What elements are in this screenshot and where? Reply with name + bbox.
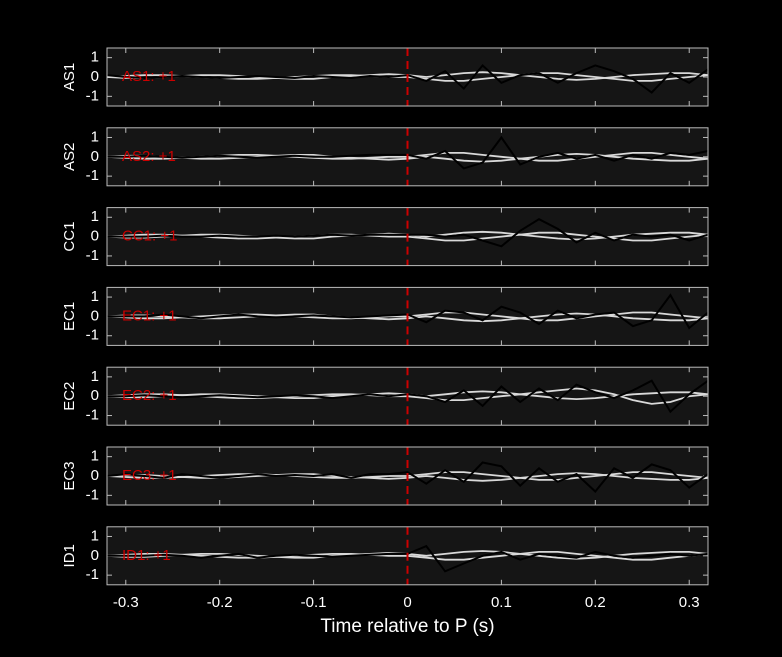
x-tick-label: -0.1 (301, 594, 327, 611)
y-tick-label: 1 (91, 448, 99, 465)
x-axis-label: Time relative to P (s) (320, 616, 494, 637)
y-axis-label: ID1 (61, 544, 78, 567)
x-tick-label: 0 (403, 594, 411, 611)
y-tick-label: 1 (91, 368, 99, 385)
panel-frame (106, 366, 709, 426)
y-tick-label: -1 (86, 407, 99, 424)
panel-frame (106, 127, 709, 187)
y-tick-label: 1 (91, 288, 99, 305)
panel-frame (106, 526, 709, 586)
x-tick-label: 0.3 (679, 594, 700, 611)
y-tick-label: -1 (86, 87, 99, 104)
y-tick-label: -1 (86, 167, 99, 184)
panel-frame (106, 286, 709, 346)
annotation: CC1: +1 (122, 228, 177, 245)
y-axis-label: EC3 (61, 461, 78, 490)
panel-frame (106, 207, 709, 267)
y-axis-label: EC2 (61, 382, 78, 411)
y-axis-label: EC1 (61, 302, 78, 331)
y-tick-label: 1 (91, 527, 99, 544)
annotation: AS1: +1 (122, 68, 176, 85)
y-axis-label: AS1 (61, 63, 78, 91)
y-tick-label: 0 (91, 228, 99, 245)
y-tick-label: 0 (91, 547, 99, 564)
y-tick-label: -1 (86, 566, 99, 583)
y-tick-label: -1 (86, 486, 99, 503)
y-tick-label: 1 (91, 49, 99, 66)
y-tick-label: 0 (91, 148, 99, 165)
y-axis-label: CC1 (61, 222, 78, 252)
y-tick-label: 1 (91, 208, 99, 225)
y-tick-label: -1 (86, 327, 99, 344)
annotation: ID1: +1 (122, 547, 171, 564)
y-tick-label: 1 (91, 128, 99, 145)
x-tick-label: -0.2 (207, 594, 233, 611)
y-tick-label: 0 (91, 307, 99, 324)
panel-frame (106, 446, 709, 506)
y-axis-label: AS2 (61, 143, 78, 171)
x-tick-label: -0.3 (113, 594, 139, 611)
y-tick-label: 0 (91, 68, 99, 85)
annotation: AS2: +1 (122, 148, 176, 165)
panel-frame (106, 47, 709, 107)
annotation: EC3: +1 (122, 467, 177, 484)
y-tick-label: -1 (86, 247, 99, 264)
y-tick-label: 0 (91, 467, 99, 484)
trace (106, 461, 709, 493)
y-tick-label: 0 (91, 387, 99, 404)
annotation: EC2: +1 (122, 387, 177, 404)
x-tick-label: 0.1 (491, 594, 512, 611)
x-tick-label: 0.2 (585, 594, 606, 611)
annotation: EC1: +1 (122, 307, 177, 324)
